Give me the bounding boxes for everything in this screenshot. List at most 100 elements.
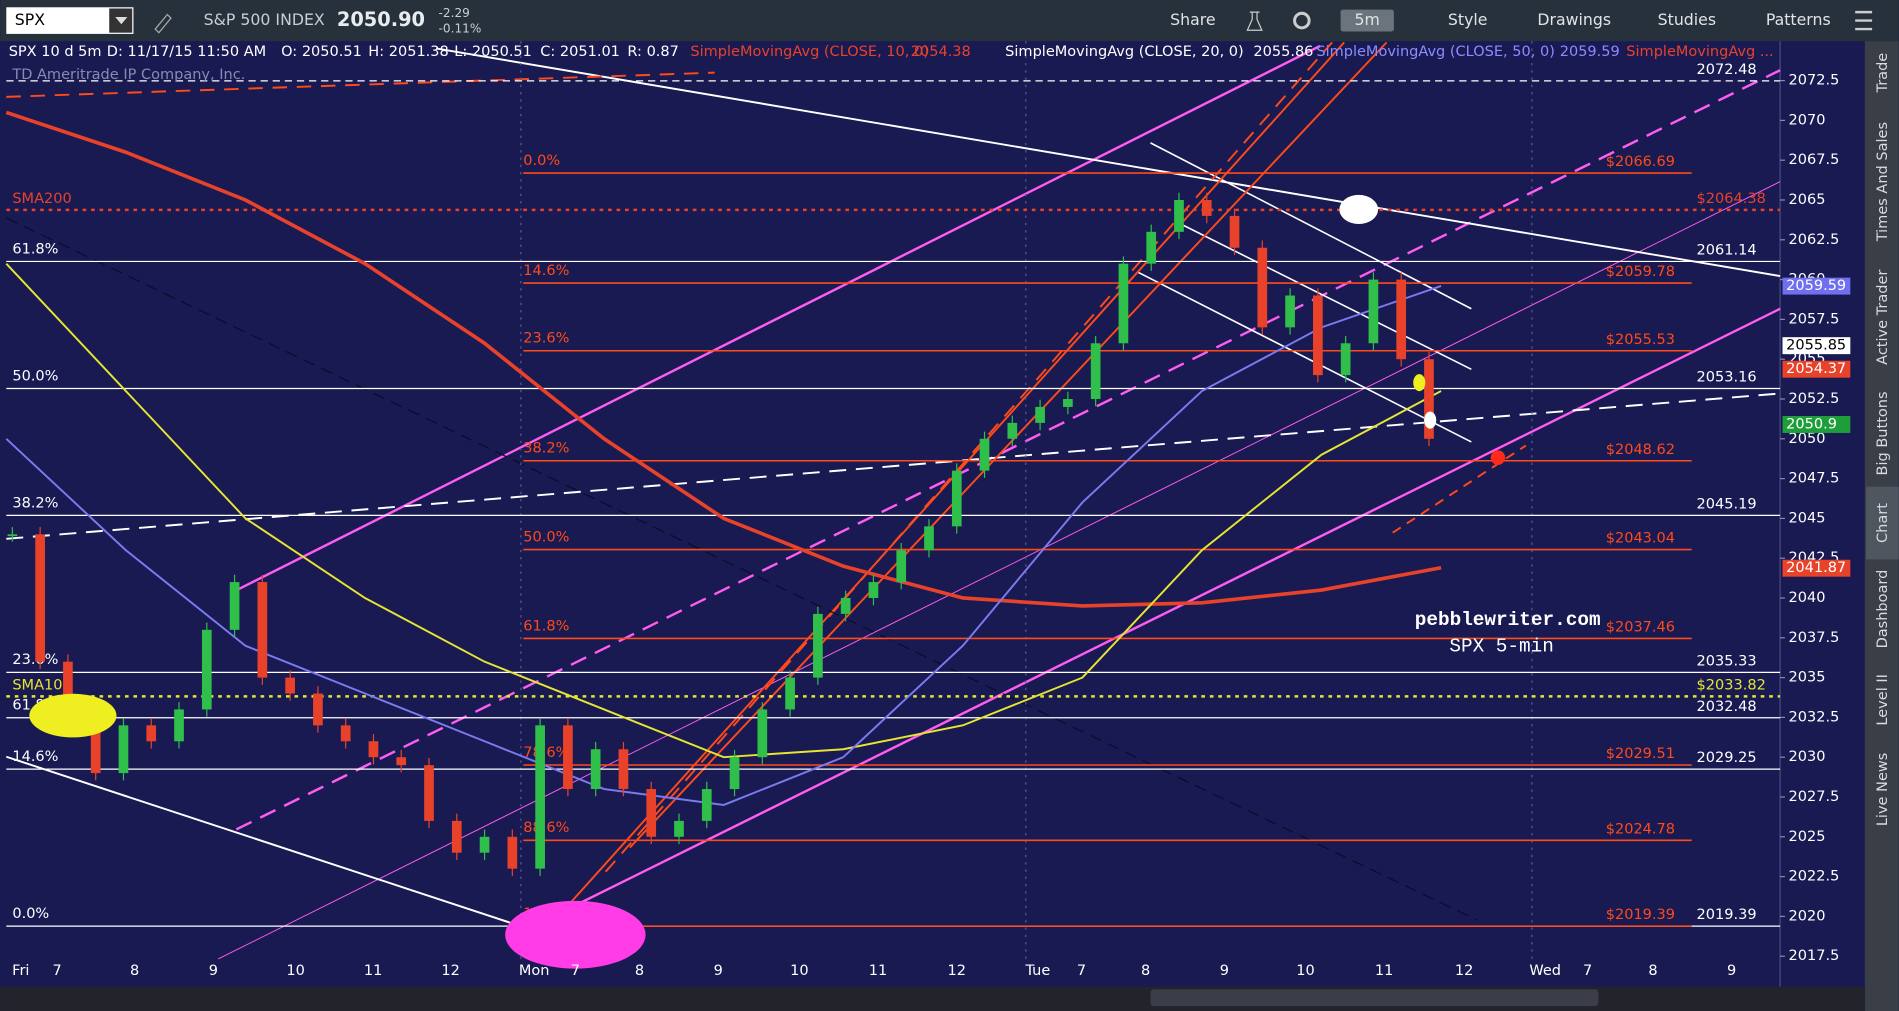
candle-body bbox=[1007, 422, 1018, 439]
sma-label: SMA100 bbox=[12, 677, 71, 693]
dropdown-arrow bbox=[115, 16, 128, 25]
candle-body bbox=[1257, 247, 1268, 328]
side-tab[interactable]: Times And Sales bbox=[1875, 122, 1891, 242]
symbol[interactable]: SPX bbox=[15, 10, 45, 29]
level-price: 2032.48 bbox=[1697, 699, 1757, 715]
side-tab[interactable]: Chart bbox=[1875, 503, 1891, 543]
price-tag bbox=[1782, 415, 1851, 433]
channel-line bbox=[235, 69, 1781, 831]
price-tag-label: 2059.59 bbox=[1786, 278, 1846, 294]
price-tag bbox=[1782, 559, 1851, 577]
fib-label: 61.8% bbox=[12, 241, 58, 257]
candle-body bbox=[396, 757, 407, 766]
sma-label: SMA200 bbox=[12, 191, 71, 207]
highlight-dot bbox=[1424, 411, 1437, 429]
candle-body bbox=[1368, 279, 1379, 344]
fib-label: 23.6% bbox=[523, 331, 569, 347]
level-price: 2019.39 bbox=[1697, 907, 1757, 923]
toolbar-button[interactable]: Share bbox=[1170, 10, 1215, 29]
x-tick-label: 8 bbox=[130, 963, 139, 979]
level-price: 2035.33 bbox=[1697, 653, 1757, 669]
moving-average bbox=[5, 263, 1442, 759]
trendlines bbox=[6, 41, 1781, 963]
fib-label: 14.6% bbox=[523, 263, 569, 279]
gear-icon[interactable] bbox=[1293, 11, 1311, 30]
candle-body bbox=[1424, 359, 1434, 439]
trend-line bbox=[629, 41, 1388, 849]
candle-body bbox=[35, 534, 45, 662]
y-tick-label: 2030 bbox=[1789, 749, 1826, 765]
side-tab[interactable]: Trade bbox=[1875, 53, 1891, 94]
toolbar-button[interactable]: 5m bbox=[1355, 10, 1380, 29]
candle-body bbox=[340, 725, 351, 742]
y-tick-label: 2027.5 bbox=[1789, 789, 1840, 805]
net-change: -2.29 bbox=[439, 6, 470, 20]
pencil-icon[interactable] bbox=[154, 13, 172, 34]
fib-label: 50.0% bbox=[523, 529, 569, 545]
candle-body bbox=[90, 709, 101, 774]
toolbar-button[interactable]: Drawings bbox=[1537, 10, 1611, 29]
fib-label: 0.0% bbox=[12, 906, 49, 922]
candle-body bbox=[424, 765, 434, 821]
toolbar-button[interactable]: Style bbox=[1448, 10, 1488, 29]
x-tick-label: 9 bbox=[1727, 963, 1736, 979]
x-tick-label: 11 bbox=[869, 963, 887, 979]
candle-body bbox=[535, 725, 545, 869]
highlight-ellipse bbox=[29, 693, 117, 738]
y-tick-label: 2050 bbox=[1789, 431, 1826, 447]
x-tick-label: 12 bbox=[1455, 963, 1473, 979]
highlight-ellipse bbox=[505, 900, 646, 969]
side-tab[interactable]: Level II bbox=[1875, 674, 1891, 726]
fib-price: $2055.53 bbox=[1606, 332, 1675, 348]
toolbar-button[interactable]: Studies bbox=[1658, 10, 1716, 29]
fib-label: 14.6% bbox=[12, 749, 58, 765]
candle-body bbox=[118, 725, 129, 774]
x-tick-label: 11 bbox=[1375, 963, 1393, 979]
candle-body bbox=[896, 550, 907, 583]
y-tick-label: 2035 bbox=[1789, 670, 1826, 686]
candle-body bbox=[174, 709, 184, 742]
candle-body bbox=[674, 820, 684, 837]
candle-body bbox=[1118, 263, 1129, 344]
x-tick-label: 10 bbox=[286, 963, 304, 979]
menu-icon[interactable] bbox=[1855, 10, 1873, 31]
flask-icon[interactable] bbox=[1246, 11, 1263, 31]
price-tag bbox=[1782, 277, 1851, 295]
trend-line bbox=[1180, 223, 1472, 370]
x-tick-label: Fri bbox=[12, 963, 29, 979]
fib-price: $2019.39 bbox=[1606, 907, 1675, 923]
y-tick-label: 2020 bbox=[1789, 908, 1826, 924]
candle-body bbox=[7, 534, 18, 537]
info-item: SPX 10 d 5m bbox=[9, 44, 102, 60]
percent-change: -0.11% bbox=[439, 22, 482, 36]
candle-body bbox=[1201, 199, 1212, 216]
fib-label: 38.2% bbox=[12, 495, 58, 511]
sma-price: $2064.38 bbox=[1697, 191, 1766, 207]
candle-body bbox=[507, 836, 518, 869]
candle-body bbox=[868, 582, 879, 598]
trend-line bbox=[6, 71, 715, 98]
candle-body bbox=[840, 597, 851, 614]
x-tick-label: 7 bbox=[53, 963, 62, 979]
side-tab[interactable]: Active Trader bbox=[1875, 270, 1891, 365]
x-tick-label: 9 bbox=[209, 963, 218, 979]
candle-body bbox=[1340, 343, 1351, 376]
toolbar-button[interactable]: Patterns bbox=[1766, 10, 1831, 29]
y-tick-label: 2052.5 bbox=[1789, 391, 1840, 407]
timeframe-box[interactable] bbox=[1340, 9, 1394, 32]
scroll-thumb[interactable] bbox=[1150, 989, 1599, 1007]
side-tab[interactable]: Big Buttons bbox=[1875, 391, 1891, 475]
candle-body bbox=[1063, 398, 1073, 407]
channel-line bbox=[520, 307, 1781, 934]
y-tick-label: 2025 bbox=[1789, 829, 1826, 845]
fib-label: 61.8% bbox=[523, 618, 569, 634]
side-tab[interactable]: Live News bbox=[1875, 753, 1891, 826]
instrument-name: S&P 500 INDEX bbox=[204, 10, 325, 29]
x-tick-label: 12 bbox=[441, 963, 459, 979]
y-tick-label: 2037.5 bbox=[1789, 630, 1840, 646]
fib-label: 38.2% bbox=[523, 441, 569, 457]
trend-line bbox=[435, 47, 1781, 278]
annotation: pebblewriter.com bbox=[1415, 609, 1601, 631]
side-tab[interactable]: Dashboard bbox=[1875, 570, 1891, 649]
